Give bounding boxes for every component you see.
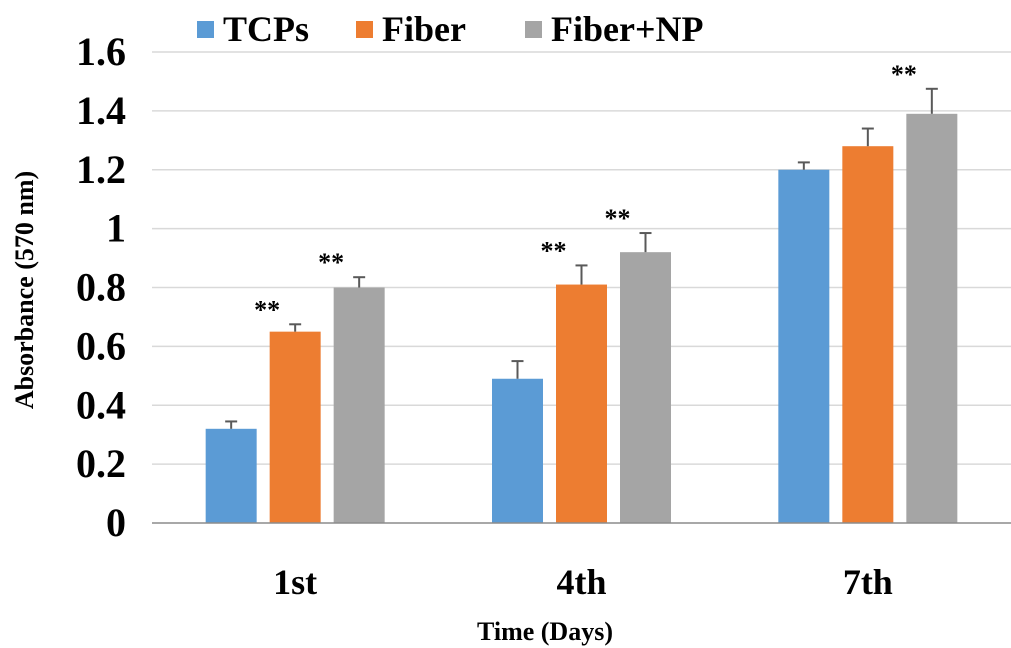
- y-tick-label: 0.2: [76, 441, 126, 486]
- legend-swatch-fiber-np: [525, 21, 542, 38]
- bar-tcps-1st: [205, 428, 257, 523]
- significance-mark: **: [541, 236, 567, 265]
- bar-fiber-np-7th: [906, 113, 958, 523]
- x-tick-label-7th: 7th: [843, 562, 893, 602]
- legend-swatch-tcps: [197, 21, 214, 38]
- significance-mark: **: [318, 248, 344, 277]
- bar-fiber-1st: [269, 331, 321, 523]
- y-tick-label: 1.6: [76, 29, 126, 74]
- significance-mark: **: [254, 295, 280, 324]
- y-tick-label: 1.2: [76, 147, 126, 192]
- y-tick-label: 1.4: [76, 88, 126, 133]
- bar-tcps-7th: [778, 169, 830, 523]
- bar-tcps-4th: [492, 378, 543, 523]
- legend: TCPs Fiber Fiber+NP: [197, 9, 703, 49]
- x-tick-labels: 1st 4th 7th: [273, 562, 893, 602]
- y-tick-labels: 0 0.2 0.4 0.6 0.8 1 1.2 1.4 1.6: [76, 29, 126, 545]
- bar-fiber-7th: [842, 146, 894, 523]
- bar-fiber-4th: [556, 284, 607, 523]
- legend-swatch-fiber: [356, 21, 373, 38]
- y-tick-label: 0: [106, 500, 126, 545]
- significance-mark: **: [891, 60, 917, 89]
- legend-label: TCPs: [223, 9, 309, 49]
- bar-fiber-np-4th: [620, 252, 671, 524]
- x-axis-title: Time (Days): [477, 617, 613, 646]
- bar-fiber-np-1st: [333, 287, 385, 523]
- y-tick-label: 0.8: [76, 265, 126, 310]
- error-bars: [225, 87, 938, 429]
- bars: [205, 113, 958, 524]
- legend-label: Fiber+NP: [551, 9, 703, 49]
- x-tick-label-4th: 4th: [556, 562, 606, 602]
- significance-mark: **: [605, 204, 631, 233]
- y-tick-label: 0.6: [76, 323, 126, 368]
- significance-marks: ** ** ** ** **: [254, 60, 917, 325]
- x-tick-label-1st: 1st: [273, 562, 317, 602]
- y-tick-label: 0.4: [76, 382, 126, 427]
- legend-label: Fiber: [382, 9, 466, 49]
- y-tick-label: 1: [106, 206, 126, 251]
- y-axis-title: Absorbance (570 nm): [10, 171, 39, 409]
